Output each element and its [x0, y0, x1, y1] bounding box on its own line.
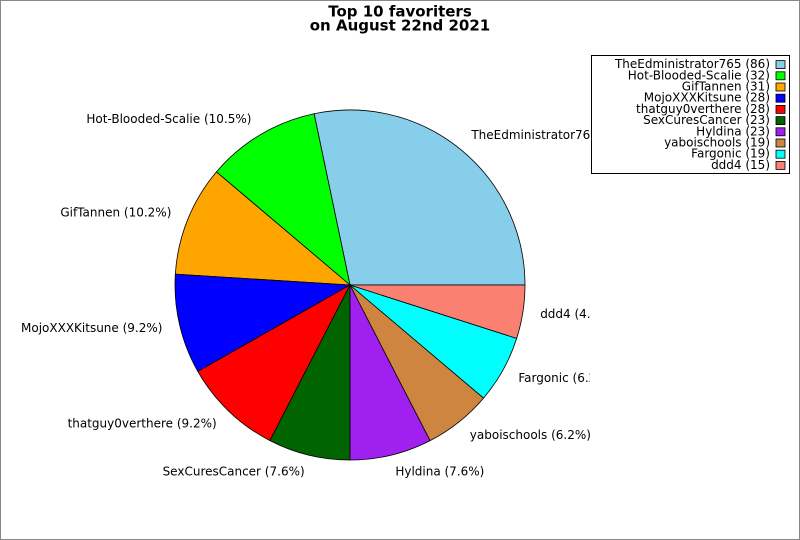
pie-slice [349, 284, 526, 339]
legend-label: MojoXXXKitsune (28) [644, 91, 770, 105]
legend-label: thatguy0verthere (28) [636, 102, 770, 116]
legend-box [591, 55, 790, 174]
legend-label: ddd4 (15) [711, 158, 770, 172]
legend-label: TheEdministrator765 (86) [614, 57, 770, 71]
chart-subtitle: on August 22nd 2021 [310, 17, 491, 35]
slice-label: TheEdministrator765 (28.3%) [470, 128, 649, 142]
legend-label: GifTannen (31) [682, 80, 770, 94]
slice-label: yaboischools (6.2%) [470, 428, 591, 442]
slice-label: ddd4 (4.9%) [540, 307, 614, 321]
pie-slice [313, 109, 526, 286]
legend-swatch [775, 149, 786, 159]
legend: TheEdministrator765 (86)Hot-Blooded-Scal… [591, 55, 790, 174]
slice-label: thatguy0verthere (9.2%) [68, 416, 217, 430]
pie-slice [174, 273, 352, 372]
chart-title: Top 10 favoriters [328, 3, 472, 21]
pie-slice [174, 171, 352, 286]
legend-swatch [775, 93, 786, 103]
legend-swatch [775, 60, 786, 69]
slice-label: Hot-Blooded-Scalie (10.5%) [86, 112, 251, 126]
slice-label: Hyldina (7.6%) [395, 465, 484, 479]
pie: TheEdministrator765 (28.3%) Hot-Blooded-S… [21, 109, 649, 479]
legend-swatch [775, 160, 786, 170]
legend-label: Hyldina (23) [696, 124, 770, 138]
pie-slice [197, 283, 351, 442]
slice-label: MojoXXXKitsune (9.2%) [21, 321, 162, 335]
slice-label: Fargonic (6.2%) [518, 371, 612, 385]
slice-label: SexCuresCancer (7.6%) [163, 465, 305, 479]
legend-swatch [775, 116, 786, 125]
legend-swatch [775, 71, 786, 81]
legend-swatch [775, 138, 786, 148]
pie-slice [215, 113, 351, 287]
legend-label: Hot-Blooded-Scalie (32) [628, 68, 770, 82]
legend-swatch [775, 127, 786, 137]
legend-swatch [775, 82, 786, 92]
legend-label: Fargonic (19) [691, 147, 770, 161]
legend-swatch [775, 105, 786, 114]
legend-label: yaboischools (19) [664, 136, 770, 150]
legend-label: SexCuresCancer (23) [643, 113, 770, 127]
slice-label: GifTannen (10.2%) [60, 206, 171, 220]
